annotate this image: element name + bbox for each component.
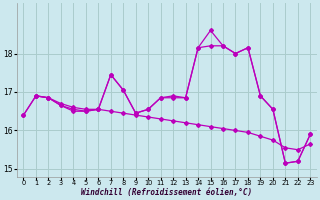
X-axis label: Windchill (Refroidissement éolien,°C): Windchill (Refroidissement éolien,°C) [81,188,252,197]
